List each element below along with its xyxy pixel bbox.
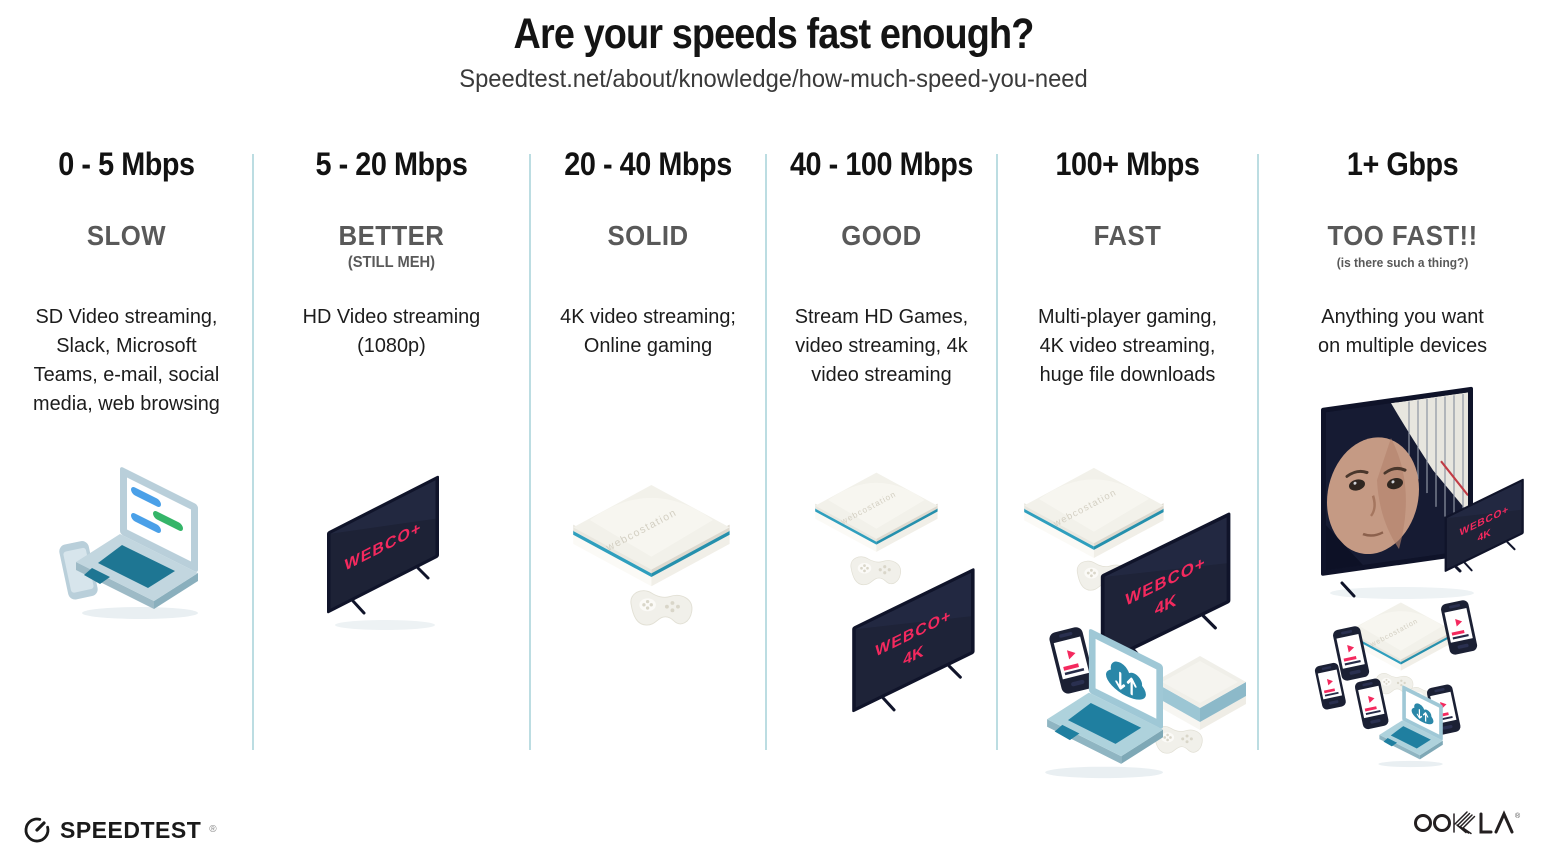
smartphone-video-icon	[1440, 599, 1479, 656]
column-5-20-mbps: 5 - 20 Mbps BETTER (STILL MEH) HD Video …	[251, 140, 530, 785]
speed-columns: 0 - 5 Mbps SLOW SD Video streaming, Slac…	[0, 140, 1547, 785]
header: Are your speeds fast enough? Speedtest.n…	[0, 10, 1547, 94]
tv-leg	[415, 565, 430, 580]
infographic-page: { "header": { "title": "Are your speeds …	[0, 10, 1547, 853]
game-controller-icon	[850, 556, 902, 586]
column-description: Anything you want on multiple devices	[1317, 305, 1487, 358]
rating-subnote: (is there such a thing?)	[1336, 255, 1469, 270]
laptop-chat-illustration	[34, 458, 218, 630]
game-console-icon	[1024, 467, 1164, 559]
column-40-100-mbps: 40 - 100 Mbps GOOD Stream HD Games, vide…	[764, 140, 997, 785]
column-0-5-mbps: 0 - 5 Mbps SLOW SD Video streaming, Slac…	[0, 140, 253, 785]
column-description: Multi-player gaming, 4K video streaming,…	[1037, 305, 1217, 387]
game-console-icon	[815, 472, 938, 552]
column-description: HD Video streaming (1080p)	[302, 305, 481, 358]
movie-tv-multi-device-illustration	[1270, 383, 1534, 781]
game-console-illustration	[562, 466, 734, 634]
rating-subnote: (STILL MEH)	[347, 254, 435, 271]
svg-text:®: ®	[1515, 812, 1521, 820]
speed-range-label: 100+ Mbps	[1055, 146, 1200, 182]
rating-label: SLOW	[86, 220, 167, 251]
tv-shadow	[335, 620, 436, 630]
ookla-wordmark-icon: ®	[1414, 810, 1521, 835]
slab-console-icon	[1154, 656, 1247, 730]
column-1-plus-gbps: 1+ Gbps TOO FAST!! (is there such a thin…	[1256, 140, 1547, 785]
speedtest-logo: SPEEDTEST ®	[22, 815, 217, 845]
speedtest-gauge-icon	[24, 817, 50, 843]
speedtest-wordmark: SPEEDTEST	[60, 816, 202, 843]
rating-label: BETTER	[338, 220, 445, 251]
speed-range-label: 40 - 100 Mbps	[789, 146, 973, 182]
hd-tv-illustration: WEBCO+	[319, 470, 461, 634]
rating-label: SOLID	[607, 220, 689, 251]
speed-range-label: 1+ Gbps	[1346, 146, 1459, 182]
speed-range-label: 20 - 40 Mbps	[564, 146, 732, 182]
rating-label: GOOD	[841, 220, 922, 251]
console-and-4k-tv-illustration	[780, 462, 982, 720]
page-title: Are your speeds fast enough?	[513, 10, 1035, 58]
game-console-icon	[573, 485, 730, 587]
column-20-40-mbps: 20 - 40 Mbps SOLID 4K video streaming; O…	[528, 140, 766, 785]
page-subtitle-url: Speedtest.net/about/knowledge/how-much-s…	[459, 65, 1088, 93]
ookla-logo: ®	[1413, 808, 1521, 841]
tv-leg	[351, 599, 366, 615]
hd-tv-icon: WEBCO+	[327, 475, 440, 614]
rating-label: FAST	[1093, 220, 1162, 251]
speedtest-trademark: ®	[209, 824, 217, 835]
laptop-chat-icon	[58, 466, 199, 619]
speed-range-label: 5 - 20 Mbps	[315, 146, 468, 182]
column-100-plus-mbps: 100+ Mbps FAST Multi-player gaming, 4K v…	[995, 140, 1258, 785]
rating-label: TOO FAST!!	[1327, 220, 1478, 251]
column-description: 4K video streaming; Online gaming	[559, 305, 736, 358]
tv-shadow	[1330, 587, 1475, 599]
movie-tv-icon	[1321, 386, 1474, 576]
column-description: Stream HD Games, video streaming, 4k vid…	[794, 305, 969, 387]
tv-4k-icon	[851, 566, 977, 715]
movie-still-astronaut	[1326, 392, 1469, 571]
column-description: SD Video streaming, Slack, Microsoft Tea…	[33, 305, 220, 416]
tv-leg	[1340, 581, 1356, 598]
game-controller-icon	[630, 590, 693, 626]
multi-device-illustration	[1002, 456, 1252, 792]
speed-range-label: 0 - 5 Mbps	[58, 146, 195, 182]
